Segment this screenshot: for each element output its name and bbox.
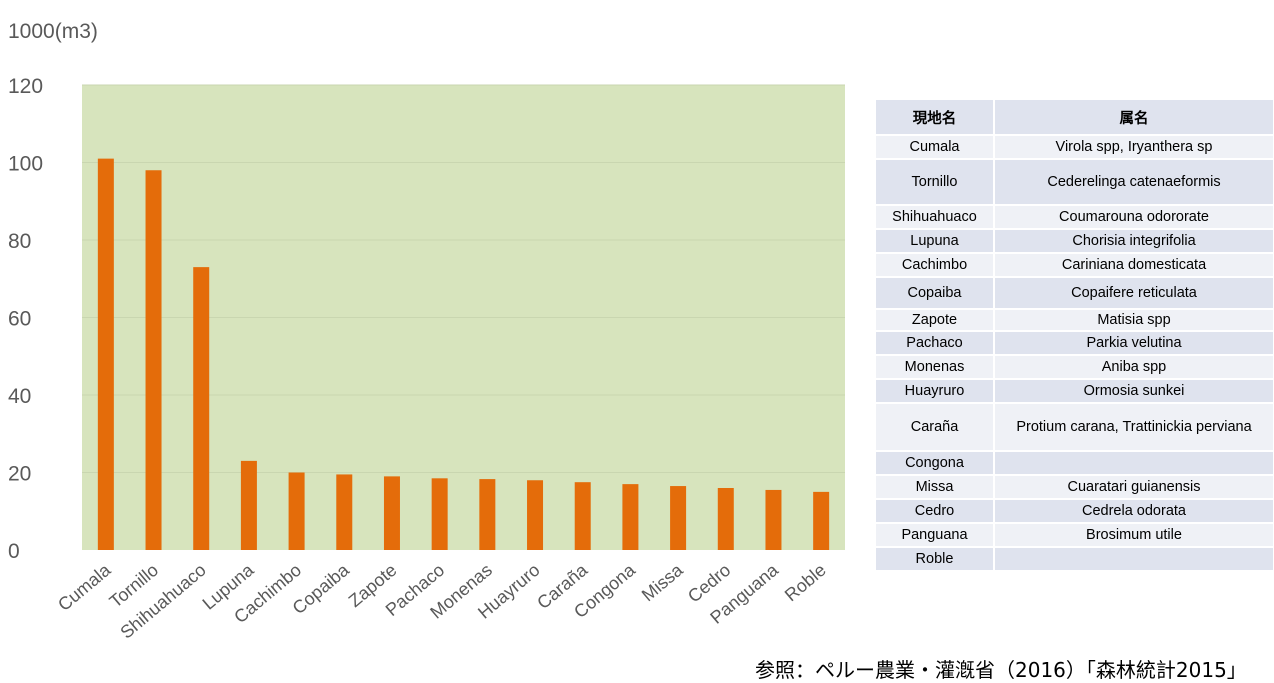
genus-cell: Aniba spp xyxy=(994,355,1274,380)
bar-cachimbo xyxy=(288,472,305,550)
table-header-genus: 属名 xyxy=(994,100,1274,136)
table-row: Zapote Matisia spp xyxy=(876,309,1274,332)
table-row: Lupuna Chorisia integrifolia xyxy=(876,229,1274,254)
table-row: Monenas Aniba spp xyxy=(876,355,1274,380)
genus-cell: Brosimum utile xyxy=(994,523,1274,548)
bar-cedro xyxy=(717,488,734,550)
local-name-cell: Copaiba xyxy=(876,277,995,310)
x-category-label: Roble xyxy=(781,560,830,606)
table-row: Cachimbo Cariniana domesticata xyxy=(876,253,1274,278)
genus-cell: Ormosia sunkei xyxy=(994,379,1274,404)
bar-shihuahuaco xyxy=(193,267,210,550)
source-note: 参照：ペルー農業・灌漑省（2016）「森林統計2015」 xyxy=(755,658,1247,682)
genus-cell: Cariniana domesticata xyxy=(994,253,1274,278)
genus-cell: Cedrela odorata xyxy=(994,499,1274,524)
x-category-label: Missa xyxy=(638,559,688,605)
bar-congona xyxy=(622,484,639,550)
y-tick-label: 0 xyxy=(8,540,20,563)
bar-pachaco xyxy=(431,478,448,550)
table-row: Roble xyxy=(876,547,1274,572)
bar-huayruro xyxy=(527,480,544,550)
y-tick-label: 100 xyxy=(8,153,43,176)
bar-roble xyxy=(813,491,830,550)
species-table: 現地名 属名 Cumala Virola spp, Iryanthera sp T… xyxy=(876,100,1274,572)
genus-cell: Cuaratari guianensis xyxy=(994,475,1274,500)
table-row: Cumala Virola spp, Iryanthera sp xyxy=(876,135,1274,160)
y-unit-label: 1000(m3) xyxy=(8,20,98,43)
bar-cumala xyxy=(97,158,114,550)
table-row: Congona xyxy=(876,451,1274,476)
bar-caraña xyxy=(574,482,591,550)
local-name-cell: Cachimbo xyxy=(876,253,995,278)
genus-cell: Protium carana, Trattinickia perviana xyxy=(994,403,1274,452)
genus-cell: Cederelinga catenaeformis xyxy=(994,159,1274,206)
genus-cell: Coumarouna odororate xyxy=(994,205,1274,230)
table-row: Tornillo Cederelinga catenaeformis xyxy=(876,159,1274,206)
local-name-cell: Cumala xyxy=(876,135,995,160)
y-tick-label: 40 xyxy=(8,385,31,408)
local-name-cell: Cedro xyxy=(876,499,995,524)
genus-cell: Parkia velutina xyxy=(994,331,1274,356)
local-name-cell: Huayruro xyxy=(876,379,995,404)
bar-tornillo xyxy=(145,170,162,550)
local-name-cell: Lupuna xyxy=(876,229,995,254)
genus-cell: Virola spp, Iryanthera sp xyxy=(994,135,1274,160)
local-name-cell: Tornillo xyxy=(876,159,995,206)
genus-cell xyxy=(994,451,1274,476)
bar-lupuna xyxy=(240,460,257,550)
local-name-cell: Congona xyxy=(876,451,995,476)
local-name-cell: Zapote xyxy=(876,309,995,332)
x-category-label: Cumala xyxy=(54,559,115,615)
bar-zapote xyxy=(383,476,400,550)
y-tick-label: 60 xyxy=(8,308,31,331)
y-tick-label: 120 xyxy=(8,75,43,98)
table-row: Panguana Brosimum utile xyxy=(876,523,1274,548)
bar-missa xyxy=(670,486,687,550)
table-header-local-name: 現地名 xyxy=(876,100,995,136)
y-tick-label: 20 xyxy=(8,463,31,486)
local-name-cell: Panguana xyxy=(876,523,995,548)
genus-cell: Matisia spp xyxy=(994,309,1274,332)
bar-panguana xyxy=(765,489,782,550)
genus-cell: Chorisia integrifolia xyxy=(994,229,1274,254)
y-tick-label: 80 xyxy=(8,230,31,253)
table-row: Missa Cuaratari guianensis xyxy=(876,475,1274,500)
genus-cell: Copaifere reticulata xyxy=(994,277,1274,310)
table-row: Cedro Cedrela odorata xyxy=(876,499,1274,524)
table-row: Pachaco Parkia velutina xyxy=(876,331,1274,356)
bar-monenas xyxy=(479,479,496,550)
table-row: Copaiba Copaifere reticulata xyxy=(876,277,1274,310)
local-name-cell: Roble xyxy=(876,547,995,572)
table-row: Caraña Protium carana, Trattinickia pervi… xyxy=(876,403,1274,452)
local-name-cell: Shihuahuaco xyxy=(876,205,995,230)
local-name-cell: Monenas xyxy=(876,355,995,380)
table-row: Huayruro Ormosia sunkei xyxy=(876,379,1274,404)
table-row: Shihuahuaco Coumarouna odororate xyxy=(876,205,1274,230)
bar-copaiba xyxy=(336,474,353,550)
local-name-cell: Caraña xyxy=(876,403,995,452)
genus-cell xyxy=(994,547,1274,572)
local-name-cell: Missa xyxy=(876,475,995,500)
local-name-cell: Pachaco xyxy=(876,331,995,356)
